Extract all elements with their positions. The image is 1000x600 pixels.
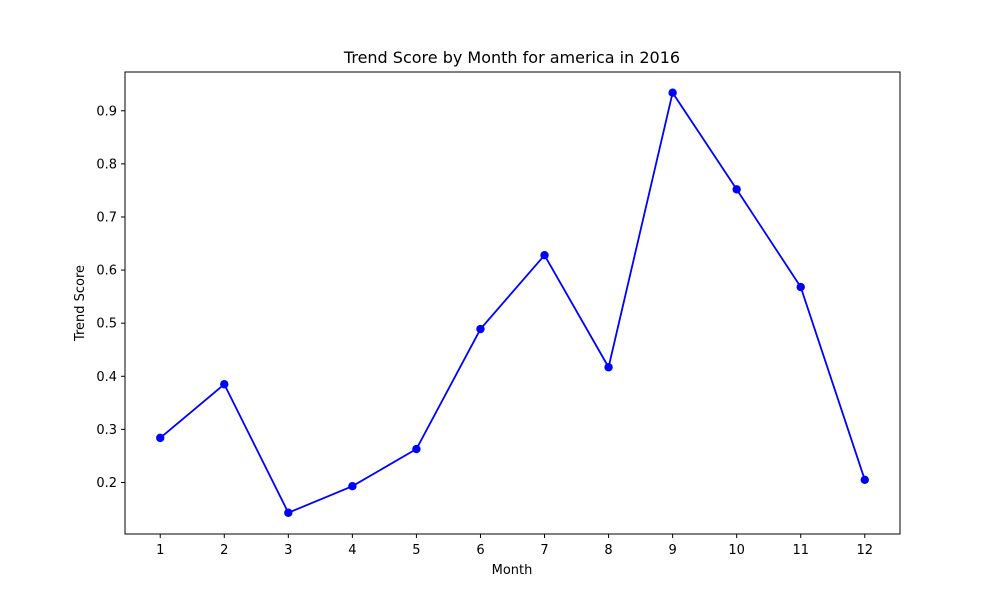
data-point xyxy=(540,251,549,260)
data-point xyxy=(412,444,421,454)
data-point xyxy=(284,508,293,517)
data-point xyxy=(860,475,869,485)
x-tick-label: 1 xyxy=(156,543,164,558)
data-point xyxy=(796,282,805,292)
x-tick-label: 2 xyxy=(220,543,228,558)
x-tick-label: 7 xyxy=(540,543,548,558)
y-tick-label: 0.2 xyxy=(96,476,117,491)
x-tick-label: 6 xyxy=(476,543,484,558)
chart-title: Trend Score by Month for america in 2016 xyxy=(343,48,680,67)
y-tick-label: 0.5 xyxy=(96,317,117,332)
x-tick-label: 10 xyxy=(728,543,745,558)
y-tick-label: 0.9 xyxy=(96,104,117,119)
x-tick-label: 3 xyxy=(284,543,292,558)
data-point xyxy=(668,88,677,97)
plot-area xyxy=(124,71,901,535)
y-tick-label: 0.7 xyxy=(96,210,117,225)
data-point xyxy=(476,324,485,334)
x-tick-label: 12 xyxy=(856,543,873,558)
x-tick-label: 11 xyxy=(792,543,809,558)
series-layer xyxy=(156,88,869,517)
data-point xyxy=(732,185,741,194)
data-point xyxy=(604,363,613,372)
series-line xyxy=(159,90,866,514)
x-tick-label: 5 xyxy=(412,543,420,558)
y-tick-label: 0.6 xyxy=(96,264,117,279)
y-axis-label: Trend Score xyxy=(73,265,88,342)
y-tick-label: 0.3 xyxy=(96,423,117,438)
y-tick-label: 0.8 xyxy=(96,157,117,172)
data-point xyxy=(348,482,357,491)
x-axis: 1 2 3 4 5 6 7 8 9 10 11 12 xyxy=(156,534,873,558)
y-axis: 0.2 0.3 0.4 0.5 0.6 0.7 0.8 0.9 xyxy=(96,104,125,491)
x-tick-label: 9 xyxy=(668,543,676,558)
data-point xyxy=(220,380,229,389)
x-axis-label: Month xyxy=(492,563,533,578)
x-tick-label: 8 xyxy=(604,543,612,558)
x-tick-label: 4 xyxy=(348,543,356,558)
data-point xyxy=(156,433,165,443)
y-tick-label: 0.4 xyxy=(96,370,117,385)
